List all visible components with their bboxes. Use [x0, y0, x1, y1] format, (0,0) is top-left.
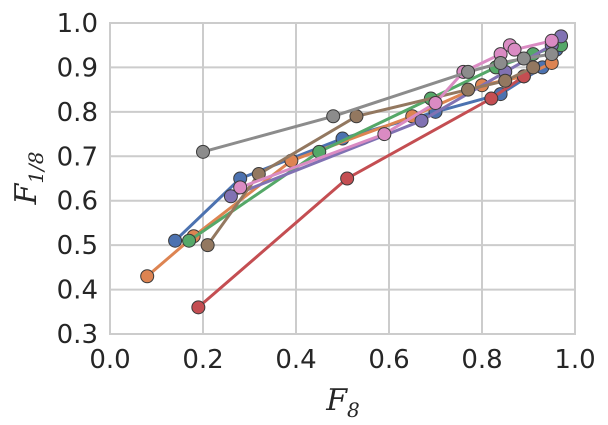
x-tick-labels: 0.0 0.2 0.4 0.6 0.8 1.0	[89, 345, 595, 375]
data-point	[377, 127, 392, 142]
data-point	[340, 171, 355, 186]
data-point	[516, 51, 531, 66]
x-tick-label: 0.6	[368, 345, 409, 375]
y-tick-label: 0.5	[57, 231, 98, 261]
series-line	[197, 75, 525, 309]
y-axis-label: F1/8	[9, 151, 48, 205]
data-point	[493, 55, 508, 70]
data-point	[461, 82, 476, 97]
data-point	[168, 233, 183, 248]
y-tick-label: 0.8	[57, 98, 98, 128]
y-tick-label: 0.7	[57, 142, 98, 172]
x-axis-label-main: F	[325, 383, 348, 418]
x-tick-label: 0.0	[89, 345, 130, 375]
data-point	[200, 238, 215, 253]
y-axis-label-main: F	[9, 183, 44, 206]
x-tick-label: 1.0	[554, 345, 595, 375]
x-tick-label: 0.4	[275, 345, 316, 375]
data-point	[233, 180, 248, 195]
data-point	[544, 47, 559, 62]
data-point	[498, 73, 513, 88]
data-point	[196, 144, 210, 159]
y-tick-label: 0.6	[57, 187, 98, 217]
data-point	[349, 109, 364, 124]
series-4	[191, 69, 531, 315]
series-8	[196, 47, 559, 159]
data-point	[428, 95, 443, 110]
x-axis-label: F8	[325, 383, 360, 422]
x-axis-label-subscript: 8	[347, 398, 360, 422]
data-point	[326, 109, 341, 124]
data-point	[544, 33, 559, 48]
data-point	[191, 300, 206, 315]
y-tick-label: 1.0	[57, 9, 98, 39]
data-point	[484, 91, 499, 106]
data-point	[507, 42, 522, 57]
data-point	[182, 233, 197, 248]
data-point	[223, 189, 238, 204]
y-tick-label: 0.4	[57, 276, 98, 306]
y-tick-labels: 0.3 0.4 0.5 0.6 0.7 0.8 0.9 1.0	[57, 9, 98, 350]
y-tick-label: 0.3	[57, 320, 98, 350]
y-tick-label: 0.9	[57, 53, 98, 83]
x-tick-label: 0.8	[461, 345, 502, 375]
series-group	[140, 29, 569, 315]
data-point	[461, 64, 476, 79]
y-axis-label-subscript: 1/8	[24, 151, 48, 183]
data-point	[414, 113, 429, 128]
x-tick-label: 0.2	[182, 345, 223, 375]
data-point	[140, 269, 155, 284]
data-point	[526, 60, 541, 75]
series-6	[200, 60, 541, 253]
series-7	[233, 33, 559, 195]
